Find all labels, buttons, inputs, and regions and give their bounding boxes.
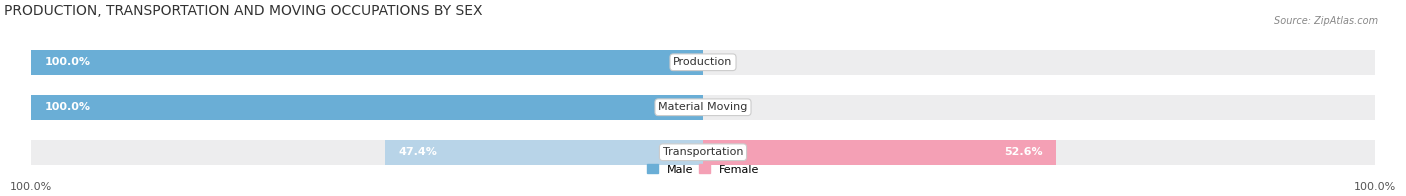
Text: 100.0%: 100.0%: [45, 102, 90, 112]
Text: Transportation: Transportation: [662, 147, 744, 157]
Bar: [31, 140, 1375, 165]
Text: 100.0%: 100.0%: [45, 57, 90, 67]
Bar: [31, 95, 1375, 120]
Text: Production: Production: [673, 57, 733, 67]
Text: 47.4%: 47.4%: [398, 147, 437, 157]
Bar: [31, 50, 703, 75]
Text: PRODUCTION, TRANSPORTATION AND MOVING OCCUPATIONS BY SEX: PRODUCTION, TRANSPORTATION AND MOVING OC…: [4, 4, 482, 18]
Text: Material Moving: Material Moving: [658, 102, 748, 112]
Bar: [703, 140, 1056, 165]
Legend: Male, Female: Male, Female: [643, 160, 763, 179]
Bar: [31, 95, 703, 120]
Text: 52.6%: 52.6%: [1004, 147, 1043, 157]
Bar: [385, 140, 703, 165]
Bar: [31, 50, 1375, 75]
Text: Source: ZipAtlas.com: Source: ZipAtlas.com: [1274, 16, 1378, 26]
